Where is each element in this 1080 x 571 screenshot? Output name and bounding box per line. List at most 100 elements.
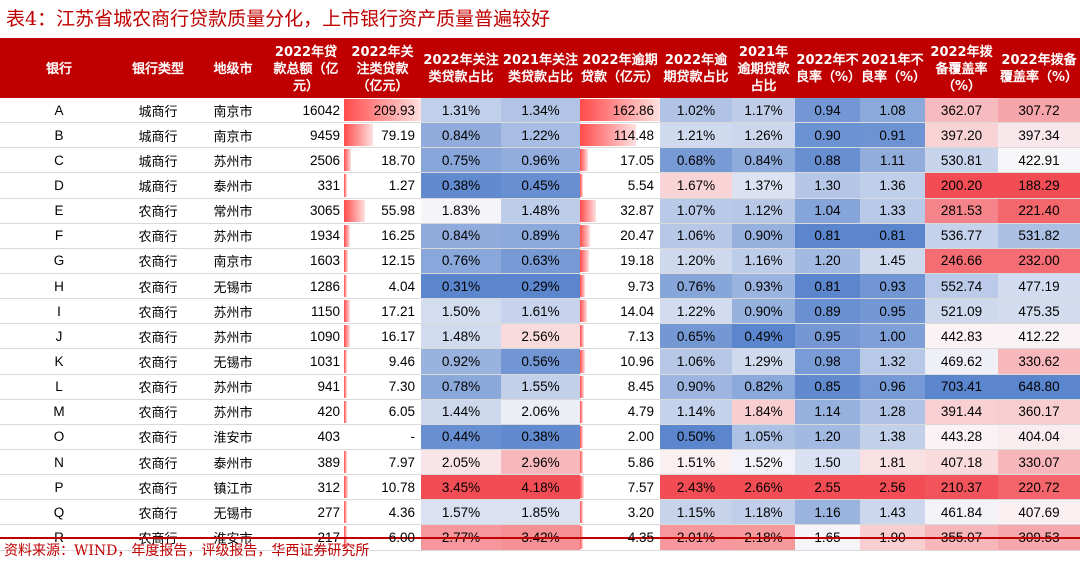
data-bar bbox=[580, 350, 586, 373]
data-bar bbox=[580, 425, 584, 448]
table-cell: 0.89 bbox=[795, 298, 860, 325]
table-cell: 苏州市 bbox=[198, 374, 268, 400]
table-cell: 220.72 bbox=[998, 474, 1080, 501]
table-row: E 农商行 常州市 3065 55.98 1.83% 1.48% 32.87 1.07% 1.12… bbox=[0, 198, 1080, 224]
col-header-label: 银行类型 bbox=[131, 61, 184, 77]
table-cell: 农商行 bbox=[118, 223, 198, 249]
data-bar bbox=[580, 174, 584, 197]
table-cell: 农商行 bbox=[118, 248, 198, 274]
table-cell: 2.66% bbox=[732, 474, 795, 501]
table-cell: 1.50 bbox=[795, 449, 860, 476]
data-bar bbox=[344, 149, 351, 172]
table-cell: 1031 bbox=[268, 348, 344, 375]
table-row: A 城商行 南京市 16042 209.93 1.31% 1.34% 162.86 1.02% 1… bbox=[0, 98, 1080, 124]
data-bar bbox=[580, 325, 584, 348]
table-cell: 0.90% bbox=[732, 298, 795, 325]
table-cell: 苏州市 bbox=[198, 323, 268, 350]
table-cell: A bbox=[0, 98, 118, 124]
table-cell: 3.45% bbox=[421, 474, 501, 501]
cell-value: 4.35 bbox=[627, 529, 654, 545]
cell-value: 6.05 bbox=[388, 404, 415, 420]
cell-value: 9.73 bbox=[627, 278, 654, 294]
table-cell: 0.76% bbox=[660, 273, 732, 300]
table-cell: 0.44% bbox=[421, 424, 501, 450]
table-cell: 442.83 bbox=[925, 323, 998, 350]
table-cell: 200.20 bbox=[925, 172, 998, 199]
table-cell: 2.56% bbox=[501, 323, 580, 350]
table-cell: K bbox=[0, 348, 118, 375]
col-header: 2022年逾期贷款占比 bbox=[660, 40, 732, 98]
table-cell: 0.98 bbox=[795, 348, 860, 375]
table-cell: 0.93% bbox=[732, 273, 795, 300]
table-cell: 32.87 bbox=[580, 198, 660, 224]
table-cell: 0.68% bbox=[660, 147, 732, 174]
title-rule bbox=[0, 38, 1080, 40]
cell-value: 3.20 bbox=[627, 504, 654, 520]
header-row: 银行 银行类型 地级市 2022年贷款总额（亿元） 2022年关注类贷款（亿元）… bbox=[0, 40, 1080, 98]
table-row: B 城商行 南京市 9459 79.19 0.84% 1.22% 114.48 1.21% 1.2… bbox=[0, 122, 1080, 149]
table-cell: 1.38 bbox=[860, 424, 925, 450]
table-cell: 1.16 bbox=[795, 499, 860, 526]
table-row: N 农商行 泰州市 389 7.97 2.05% 2.96% 5.86 1.51% 1.52% 1.… bbox=[0, 449, 1080, 476]
cell-value: 7.97 bbox=[388, 454, 415, 470]
table-cell: 114.48 bbox=[580, 122, 660, 149]
table-cell: 536.77 bbox=[925, 223, 998, 249]
table-cell: 4.04 bbox=[344, 273, 421, 300]
table-cell: 10.78 bbox=[344, 474, 421, 501]
col-header: 银行 bbox=[0, 40, 118, 98]
data-bar bbox=[580, 274, 585, 298]
cell-value: - bbox=[410, 429, 416, 445]
table-cell: 188.29 bbox=[998, 172, 1080, 199]
table-cell: 城商行 bbox=[118, 122, 198, 149]
table-cell: 246.66 bbox=[925, 248, 998, 274]
table-cell: Q bbox=[0, 499, 118, 526]
data-bar bbox=[580, 300, 587, 323]
table-cell: 3.20 bbox=[580, 499, 660, 526]
table-cell: 407.69 bbox=[998, 499, 1080, 526]
table-cell: - bbox=[344, 424, 421, 450]
cell-value: 14.04 bbox=[620, 303, 654, 319]
table-cell: 6.05 bbox=[344, 399, 421, 425]
table-row: O 农商行 淮安市 403 -0.44% 0.38% 2.00 0.50% 1.05% 1.20 1… bbox=[0, 424, 1080, 450]
table-cell: 2.55 bbox=[795, 474, 860, 501]
table-cell: 209.93 bbox=[344, 98, 421, 124]
table-cell: 2.43% bbox=[660, 474, 732, 501]
table-cell: 389 bbox=[268, 449, 344, 476]
cell-value: 55.98 bbox=[381, 203, 415, 219]
table-cell: 7.13 bbox=[580, 323, 660, 350]
cell-value: 8.45 bbox=[627, 379, 654, 395]
table-cell: 330.07 bbox=[998, 449, 1080, 476]
table-cell: 1.30 bbox=[795, 172, 860, 199]
data-bar bbox=[344, 476, 348, 499]
table-row: L 农商行 苏州市 941 7.30 0.78% 1.55% 8.45 0.90% 0.82% 0.… bbox=[0, 374, 1080, 400]
table-cell: 17.21 bbox=[344, 298, 421, 325]
table-cell: 无锡市 bbox=[198, 499, 268, 526]
table-cell: 1.18% bbox=[732, 499, 795, 526]
table-cell: G bbox=[0, 248, 118, 274]
col-header: 2022年拨备覆盖率（%） bbox=[998, 40, 1080, 98]
data-bar bbox=[580, 124, 637, 147]
data-bar bbox=[344, 124, 374, 147]
table-cell: 0.81 bbox=[795, 273, 860, 300]
table-cell: 2.00 bbox=[580, 424, 660, 450]
table-cell: 1.02% bbox=[660, 98, 732, 124]
table-cell: 307.72 bbox=[998, 98, 1080, 124]
table-cell: 16.17 bbox=[344, 323, 421, 350]
table-cell: 0.81 bbox=[860, 223, 925, 249]
col-header: 2021年逾期贷款占比 bbox=[732, 40, 795, 98]
table-cell: 0.50% bbox=[660, 424, 732, 450]
cell-value: 32.87 bbox=[620, 203, 654, 219]
table-cell: 391.44 bbox=[925, 399, 998, 425]
table-cell: 404.04 bbox=[998, 424, 1080, 450]
table-cell: 1.06% bbox=[660, 223, 732, 249]
data-bar bbox=[344, 274, 348, 298]
cell-value: 7.57 bbox=[627, 479, 654, 495]
table-cell: 4.79 bbox=[580, 399, 660, 425]
table-cell: 477.19 bbox=[998, 273, 1080, 300]
table-cell: 无锡市 bbox=[198, 348, 268, 375]
table-cell: 1.08 bbox=[860, 98, 925, 124]
table-cell: 0.78% bbox=[421, 374, 501, 400]
table-cell: 农商行 bbox=[118, 399, 198, 425]
table-cell: 55.98 bbox=[344, 198, 421, 224]
table-cell: 2.56 bbox=[860, 474, 925, 501]
